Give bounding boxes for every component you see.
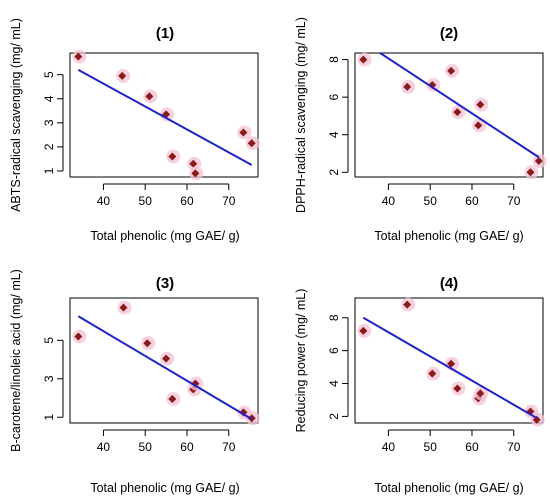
x-tick-label: 60 bbox=[465, 194, 479, 208]
x-tick-label: 60 bbox=[465, 440, 479, 454]
data-point bbox=[453, 384, 462, 393]
plot-frame bbox=[69, 297, 259, 424]
y-tick-label: 4 bbox=[327, 380, 341, 387]
data-point bbox=[534, 157, 543, 166]
x-tick-label: 40 bbox=[382, 440, 396, 454]
data-point bbox=[168, 152, 177, 161]
x-tick-label: 70 bbox=[507, 194, 521, 208]
data-point bbox=[453, 108, 462, 117]
regression-line bbox=[77, 68, 253, 166]
data-point bbox=[189, 159, 198, 168]
panel-title: (2) bbox=[440, 25, 458, 42]
panel-2: (2) 40 50 60 70 2 4 6 8 Total phenolic (mg GAE/ g… bbox=[294, 17, 547, 243]
plot-frame bbox=[69, 52, 259, 178]
regression-line bbox=[77, 315, 253, 421]
data-point bbox=[74, 332, 83, 341]
x-axis-label: Total phenolic (mg GAE/ g) bbox=[374, 229, 523, 243]
x-axis-label: Total phenolic (mg GAE/ g) bbox=[374, 481, 523, 495]
data-point bbox=[74, 52, 83, 61]
y-tick-label: 8 bbox=[327, 56, 341, 63]
x-tick-label: 70 bbox=[222, 194, 236, 208]
x-tick-label: 70 bbox=[222, 440, 236, 454]
x-tick-label: 60 bbox=[180, 440, 194, 454]
y-tick-label: 5 bbox=[42, 337, 56, 344]
regression-line bbox=[379, 52, 540, 159]
y-axis-label: B-carotene/linoleic acid (mg/ mL) bbox=[9, 269, 23, 452]
y-tick-label: 3 bbox=[42, 119, 56, 126]
data-point bbox=[359, 55, 368, 64]
panel-title: (3) bbox=[156, 275, 174, 292]
y-tick-label: 4 bbox=[327, 131, 341, 138]
data-point bbox=[403, 300, 412, 309]
y-tick-label: 2 bbox=[327, 413, 341, 420]
y-tick-label: 1 bbox=[42, 167, 56, 174]
y-tick-label: 8 bbox=[327, 314, 341, 321]
panel-title: (4) bbox=[440, 275, 458, 292]
data-point bbox=[403, 82, 412, 91]
data-point bbox=[143, 339, 152, 348]
data-point bbox=[359, 326, 368, 335]
x-tick-label: 70 bbox=[507, 440, 521, 454]
data-point bbox=[447, 359, 456, 368]
data-point bbox=[476, 389, 485, 398]
data-point bbox=[526, 168, 535, 177]
data-point bbox=[474, 121, 483, 130]
y-axis-label: ABTS-radical scavenging (mg/ mL) bbox=[9, 18, 23, 212]
y-tick-label: 2 bbox=[42, 143, 56, 150]
x-tick-label: 50 bbox=[139, 440, 153, 454]
y-tick-label: 6 bbox=[327, 347, 341, 354]
y-axis-label: DPPH-radical scavenging (mg/ mL) bbox=[294, 17, 308, 213]
y-tick-label: 1 bbox=[42, 414, 56, 421]
data-point bbox=[239, 128, 248, 137]
x-tick-label: 50 bbox=[424, 194, 438, 208]
x-axis-label: Total phenolic (mg GAE/ g) bbox=[90, 229, 239, 243]
x-tick-label: 40 bbox=[97, 194, 111, 208]
y-axis-label: Reducing power (mg/ mL) bbox=[294, 289, 308, 433]
data-point bbox=[476, 100, 485, 109]
x-tick-label: 50 bbox=[139, 194, 153, 208]
data-point bbox=[118, 71, 127, 80]
plot-frame bbox=[354, 52, 544, 178]
data-point bbox=[247, 139, 256, 148]
x-tick-label: 40 bbox=[97, 440, 111, 454]
data-point bbox=[162, 354, 171, 363]
y-tick-label: 6 bbox=[327, 93, 341, 100]
data-point bbox=[447, 66, 456, 75]
data-point bbox=[119, 303, 128, 312]
plot-frame bbox=[354, 297, 544, 424]
x-tick-label: 40 bbox=[382, 194, 396, 208]
panel-4: (4) 40 50 60 70 2 4 6 8 Total phenolic (mg GAE/ g… bbox=[294, 275, 545, 495]
data-point bbox=[168, 394, 177, 403]
y-tick-label: 4 bbox=[42, 95, 56, 102]
y-tick-label: 3 bbox=[42, 375, 56, 382]
x-tick-label: 50 bbox=[424, 440, 438, 454]
y-tick-label: 5 bbox=[42, 71, 56, 78]
data-point bbox=[428, 369, 437, 378]
panel-title: (1) bbox=[156, 25, 174, 42]
data-point bbox=[145, 92, 154, 101]
regression-line bbox=[362, 316, 538, 419]
panel-3: (3) 40 50 60 70 1 3 5 Total phenolic (mg GAE/ g)… bbox=[9, 269, 260, 495]
data-point bbox=[191, 169, 200, 178]
x-axis-label: Total phenolic (mg GAE/ g) bbox=[90, 481, 239, 495]
y-tick-label: 2 bbox=[327, 169, 341, 176]
panel-1: (1) 40 50 60 70 1 2 3 4 5 Total phenolic (mg GAE/ … bbox=[9, 18, 260, 243]
x-tick-label: 60 bbox=[180, 194, 194, 208]
